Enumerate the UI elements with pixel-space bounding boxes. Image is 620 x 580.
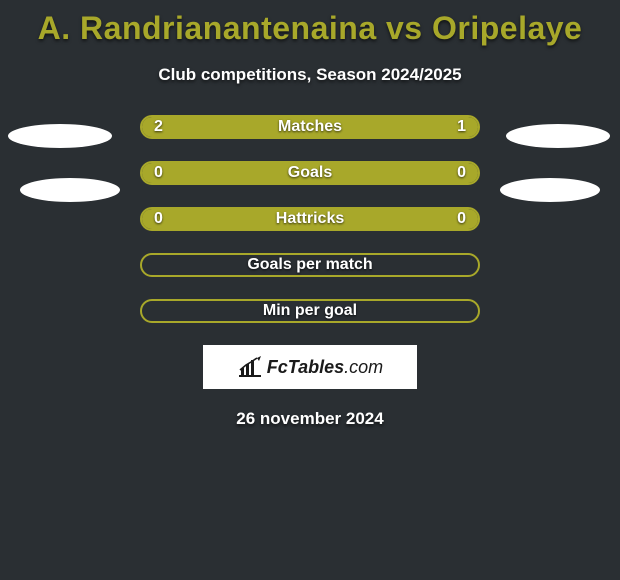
bar-label: Goals per match bbox=[247, 256, 372, 274]
decorative-ellipse bbox=[506, 124, 610, 148]
page-subtitle: Club competitions, Season 2024/2025 bbox=[0, 65, 620, 85]
logo-text: FcTables.com bbox=[267, 357, 383, 378]
stats-rows: Matches 2 1 Goals 0 0 Hattricks 0 0 Goals per mat… bbox=[0, 115, 620, 323]
bar-segment-right bbox=[310, 163, 478, 183]
bar-container: Min per goal bbox=[140, 299, 480, 323]
bar-container: Goals 0 0 bbox=[140, 161, 480, 185]
stat-row: Hattricks 0 0 bbox=[0, 207, 620, 231]
value-right: 0 bbox=[457, 164, 466, 182]
value-left: 0 bbox=[154, 164, 163, 182]
bar-label: Hattricks bbox=[276, 210, 344, 228]
value-right: 1 bbox=[457, 118, 466, 136]
bar-label: Goals bbox=[288, 164, 332, 182]
stat-row: Goals per match bbox=[0, 253, 620, 277]
bar-segment-left bbox=[142, 163, 310, 183]
bar-label: Matches bbox=[278, 118, 342, 136]
bar-container: Goals per match bbox=[140, 253, 480, 277]
date-text: 26 november 2024 bbox=[0, 409, 620, 429]
logo-box: FcTables.com bbox=[203, 345, 417, 389]
stat-row: Min per goal bbox=[0, 299, 620, 323]
decorative-ellipse bbox=[20, 178, 120, 202]
decorative-ellipse bbox=[8, 124, 112, 148]
value-left: 0 bbox=[154, 210, 163, 228]
value-right: 0 bbox=[457, 210, 466, 228]
decorative-ellipse bbox=[500, 178, 600, 202]
logo-text-suffix: .com bbox=[344, 357, 383, 377]
bar-container: Matches 2 1 bbox=[140, 115, 480, 139]
bar-container: Hattricks 0 0 bbox=[140, 207, 480, 231]
logo-text-main: FcTables bbox=[267, 357, 344, 377]
page-title: A. Randrianantenaina vs Oripelaye bbox=[0, 0, 620, 47]
value-left: 2 bbox=[154, 118, 163, 136]
bar-label: Min per goal bbox=[263, 302, 357, 320]
chart-icon bbox=[237, 356, 263, 378]
